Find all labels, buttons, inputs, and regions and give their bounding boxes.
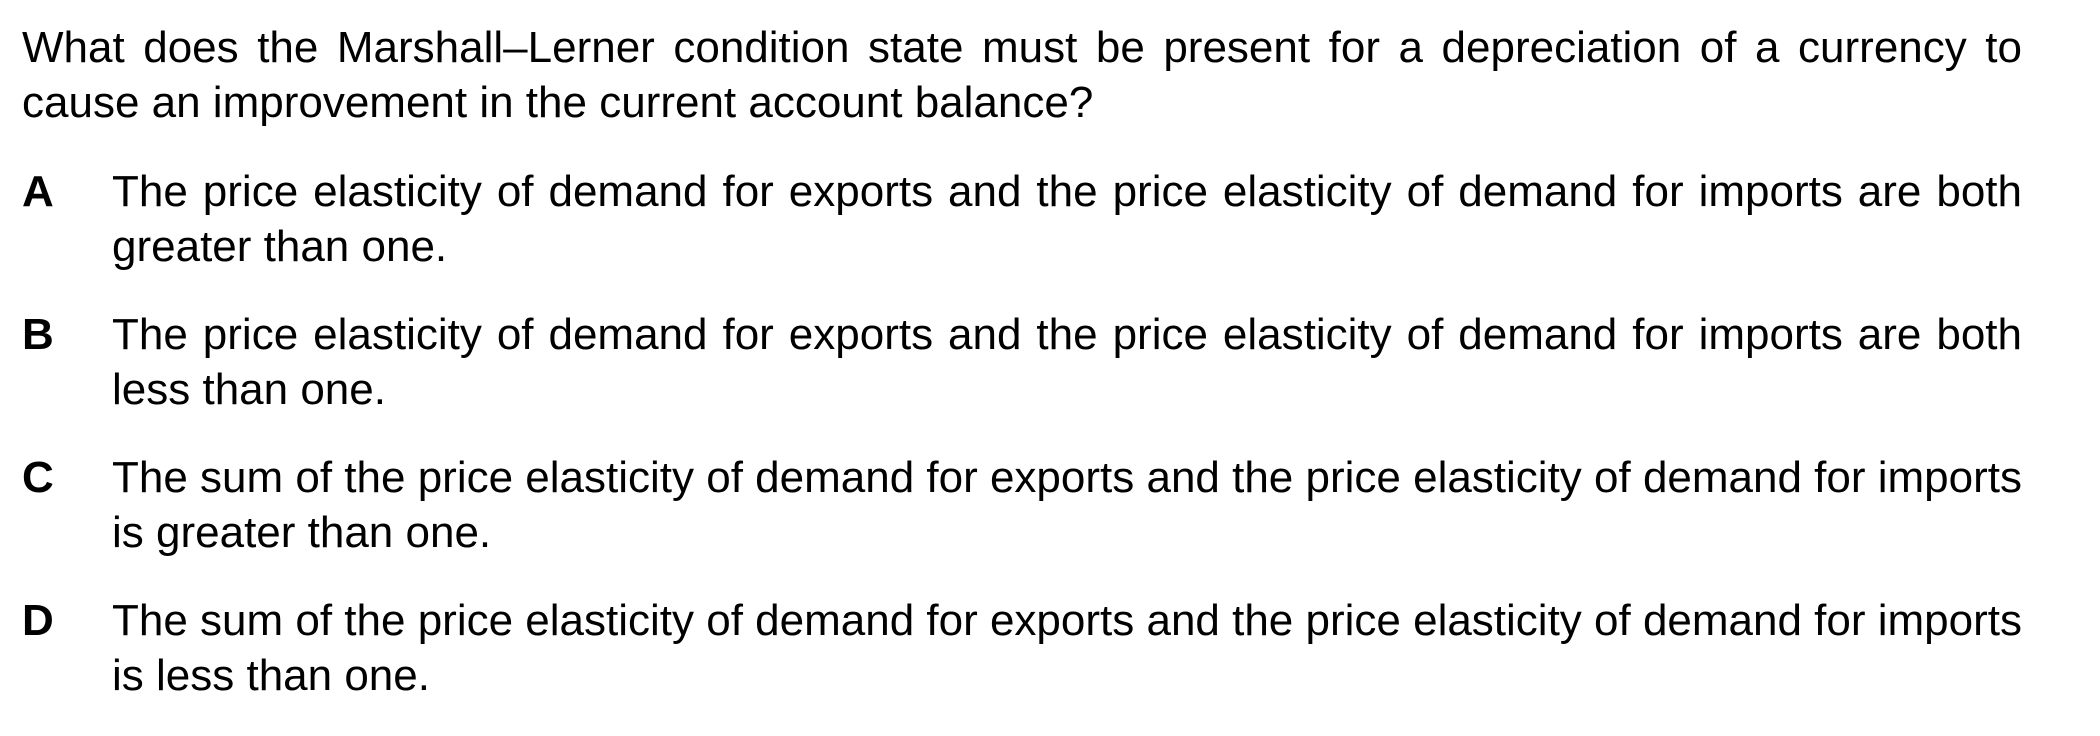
option-a-letter: A — [22, 167, 54, 216]
option-d-letter: D — [22, 596, 54, 645]
option-b: B The price elasticity of demand for exp… — [22, 307, 2042, 417]
option-c-letter: C — [22, 453, 54, 502]
option-c-text: The sum of the price elasticity of deman… — [112, 453, 2023, 557]
option-d: D The sum of the price elasticity of dem… — [22, 593, 2042, 703]
option-a: A The price elasticity of demand for exp… — [22, 164, 2042, 274]
option-c: C The sum of the price elasticity of dem… — [22, 450, 2042, 560]
question-text: What does the Marshall–Lerner condition … — [22, 23, 2022, 127]
answer-options: A The price elasticity of demand for exp… — [22, 164, 2042, 703]
question-page: What does the Marshall–Lerner condition … — [22, 20, 2042, 736]
option-b-text: The price elasticity of demand for expor… — [112, 310, 2022, 414]
option-a-text: The price elasticity of demand for expor… — [112, 167, 2022, 271]
option-d-text: The sum of the price elasticity of deman… — [112, 596, 2023, 700]
option-b-letter: B — [22, 310, 54, 359]
